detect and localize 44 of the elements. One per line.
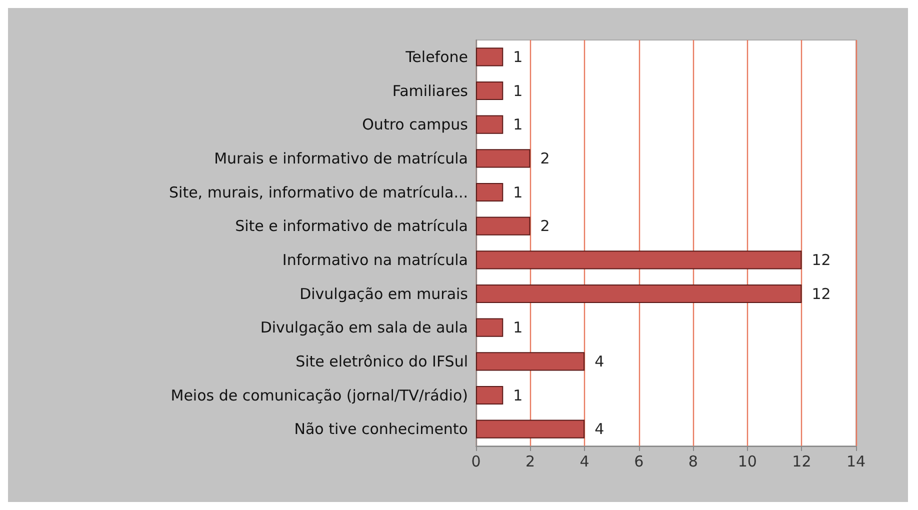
y-tick-label: Telefone bbox=[404, 48, 468, 66]
y-tick-label: Não tive conhecimento bbox=[294, 420, 468, 438]
x-tick-label: 0 bbox=[471, 452, 481, 470]
bar bbox=[476, 48, 504, 66]
data-label: 1 bbox=[513, 183, 523, 202]
bar bbox=[476, 284, 802, 304]
bar bbox=[476, 182, 504, 202]
x-tick-label: 10 bbox=[738, 452, 757, 470]
y-tick-label: Divulgação em murais bbox=[300, 284, 468, 303]
bar bbox=[476, 216, 530, 236]
data-label: 1 bbox=[513, 82, 523, 100]
x-tick-label: 2 bbox=[526, 452, 536, 470]
data-label: 4 bbox=[594, 420, 604, 438]
data-label: 4 bbox=[594, 352, 604, 370]
y-tick-label: Familiares bbox=[392, 82, 468, 100]
y-tick-label: Outro campus bbox=[362, 116, 468, 134]
x-tick-label: 14 bbox=[846, 452, 866, 470]
x-tick-label: 4 bbox=[580, 452, 590, 470]
data-label: 1 bbox=[513, 318, 523, 337]
data-label: 2 bbox=[540, 217, 550, 236]
y-tick-label: Divulgação em sala de aula bbox=[260, 318, 468, 337]
y-tick-label: Informativo na matrícula bbox=[282, 250, 468, 269]
x-tick-label: 8 bbox=[688, 452, 698, 470]
bar bbox=[476, 420, 585, 438]
data-label: 1 bbox=[513, 116, 523, 134]
bar bbox=[476, 318, 504, 337]
y-tick-label: Murais e informativo de matrícula bbox=[214, 149, 468, 168]
data-label: 1 bbox=[513, 48, 523, 66]
data-label: 2 bbox=[540, 149, 550, 168]
y-tick-label: Site eletrônico do IFSul bbox=[296, 352, 468, 370]
bar bbox=[476, 386, 504, 405]
y-tick-label: Meios de comunicação (jornal/TV/rádio) bbox=[170, 386, 468, 404]
y-tick-label: Site, murais, informativo de matrícula... bbox=[169, 183, 468, 202]
data-label: 1 bbox=[513, 386, 523, 404]
bar bbox=[476, 352, 585, 371]
data-label: 12 bbox=[812, 250, 831, 269]
bar bbox=[476, 149, 530, 168]
x-tick-label: 12 bbox=[792, 452, 812, 470]
bar bbox=[476, 115, 504, 134]
data-label: 12 bbox=[812, 284, 831, 303]
y-tick-label: Site e informativo de matrícula bbox=[235, 217, 468, 236]
bar bbox=[476, 81, 504, 100]
bar bbox=[476, 250, 802, 270]
x-tick-label: 6 bbox=[634, 452, 644, 470]
